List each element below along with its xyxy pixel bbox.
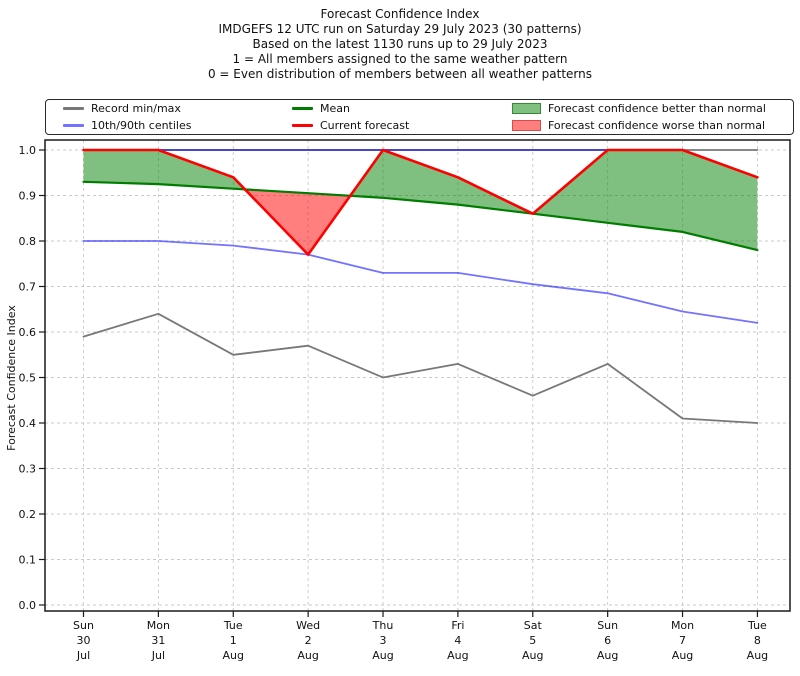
svg-text:Mon: Mon [147, 619, 170, 632]
svg-text:5: 5 [529, 634, 536, 647]
series-mean [82, 180, 759, 252]
svg-text:0.2: 0.2 [19, 508, 37, 521]
svg-text:Sun: Sun [597, 619, 618, 632]
svg-text:7: 7 [679, 634, 686, 647]
svg-text:Aug: Aug [223, 649, 244, 662]
record-minmax-swatch [63, 107, 84, 110]
svg-text:0.9: 0.9 [19, 190, 37, 203]
legend-item-centiles: 10th/90th centiles [63, 118, 291, 133]
legend-column-3: Forecast confidence better than normal F… [511, 100, 793, 134]
legend-column-2: Mean Current forecast [291, 100, 511, 134]
chart-title-block: Forecast Confidence Index IMDGEFS 12 UTC… [0, 7, 800, 82]
axes-frame [44, 139, 791, 612]
svg-text:31: 31 [151, 634, 165, 647]
svg-text:30: 30 [77, 634, 91, 647]
svg-text:8: 8 [754, 634, 761, 647]
series-record-min [82, 312, 759, 424]
svg-text:Fri: Fri [451, 619, 464, 632]
svg-text:3: 3 [380, 634, 387, 647]
current-forecast-swatch [292, 124, 313, 127]
axis-ticks [39, 149, 759, 617]
svg-text:0.8: 0.8 [19, 235, 37, 248]
svg-text:Aug: Aug [297, 649, 318, 662]
svg-text:Tue: Tue [747, 619, 767, 632]
svg-text:Jul: Jul [76, 649, 90, 662]
legend: Record min/max 10th/90th centiles Mean C… [45, 99, 794, 135]
y-tick-labels: 0.0 0.1 0.2 0.3 0.4 0.5 0.6 0.7 0.8 0.9 1.0 [19, 144, 37, 612]
series-current-forecast [82, 148, 759, 256]
svg-text:Thu: Thu [372, 619, 394, 632]
chart-title-line-3: Based on the latest 1130 runs up to 29 J… [252, 37, 548, 51]
svg-text:Aug: Aug [372, 649, 393, 662]
legend-item-mean: Mean [292, 101, 511, 116]
legend-item-confidence-better: Forecast confidence better than normal [512, 101, 793, 116]
chart-title-line-1: Forecast Confidence Index [320, 7, 480, 21]
legend-label-current-forecast: Current forecast [320, 119, 410, 132]
chart-title-line-2: IMDGEFS 12 UTC run on Saturday 29 July 2… [218, 22, 582, 36]
legend-label-confidence-better: Forecast confidence better than normal [548, 102, 766, 115]
legend-item-confidence-worse: Forecast confidence worse than normal [512, 118, 793, 133]
legend-label-record-minmax: Record min/max [91, 102, 181, 115]
svg-text:0.7: 0.7 [19, 281, 37, 294]
svg-text:6: 6 [604, 634, 611, 647]
x-tick-labels: Sun 30 Jul Mon 31 Jul Tue 1 Aug Wed 2 Aug Thu 3 Aug Fri… [73, 619, 768, 662]
legend-item-current-forecast: Current forecast [292, 118, 511, 133]
legend-label-centiles: 10th/90th centiles [91, 119, 192, 132]
svg-text:Jul: Jul [151, 649, 165, 662]
svg-text:2: 2 [305, 634, 312, 647]
chart-title-line-4: 1 = All members assigned to the same wea… [232, 52, 568, 66]
confidence-better-swatch [512, 103, 541, 114]
chart-title-line-5: 0 = Even distribution of members between… [207, 67, 593, 81]
svg-text:Aug: Aug [597, 649, 618, 662]
svg-text:0.1: 0.1 [19, 554, 37, 567]
svg-text:Mon: Mon [671, 619, 694, 632]
centiles-swatch [63, 124, 84, 127]
svg-text:Tue: Tue [223, 619, 243, 632]
svg-text:4: 4 [454, 634, 461, 647]
confidence-worse-swatch [512, 120, 541, 131]
svg-text:Wed: Wed [296, 619, 320, 632]
svg-text:Aug: Aug [522, 649, 543, 662]
svg-text:1.0: 1.0 [19, 144, 37, 157]
legend-label-mean: Mean [320, 102, 350, 115]
svg-text:Aug: Aug [447, 649, 468, 662]
svg-text:Sat: Sat [524, 619, 543, 632]
svg-text:0.6: 0.6 [19, 326, 37, 339]
legend-column-1: Record min/max 10th/90th centiles [46, 100, 291, 134]
y-axis-label: Forecast Confidence Index [5, 305, 18, 451]
svg-text:0.4: 0.4 [19, 417, 37, 430]
svg-text:0.3: 0.3 [19, 463, 37, 476]
fill-confidence-better [83, 150, 758, 251]
legend-label-confidence-worse: Forecast confidence worse than normal [548, 119, 766, 132]
svg-text:Aug: Aug [672, 649, 693, 662]
svg-text:0.0: 0.0 [19, 599, 37, 612]
svg-text:1: 1 [230, 634, 237, 647]
series-10th-centile [82, 240, 759, 324]
mean-swatch [292, 107, 313, 110]
legend-item-record-minmax: Record min/max [63, 101, 291, 116]
svg-text:0.5: 0.5 [19, 372, 37, 385]
svg-text:Aug: Aug [747, 649, 768, 662]
svg-text:Sun: Sun [73, 619, 94, 632]
